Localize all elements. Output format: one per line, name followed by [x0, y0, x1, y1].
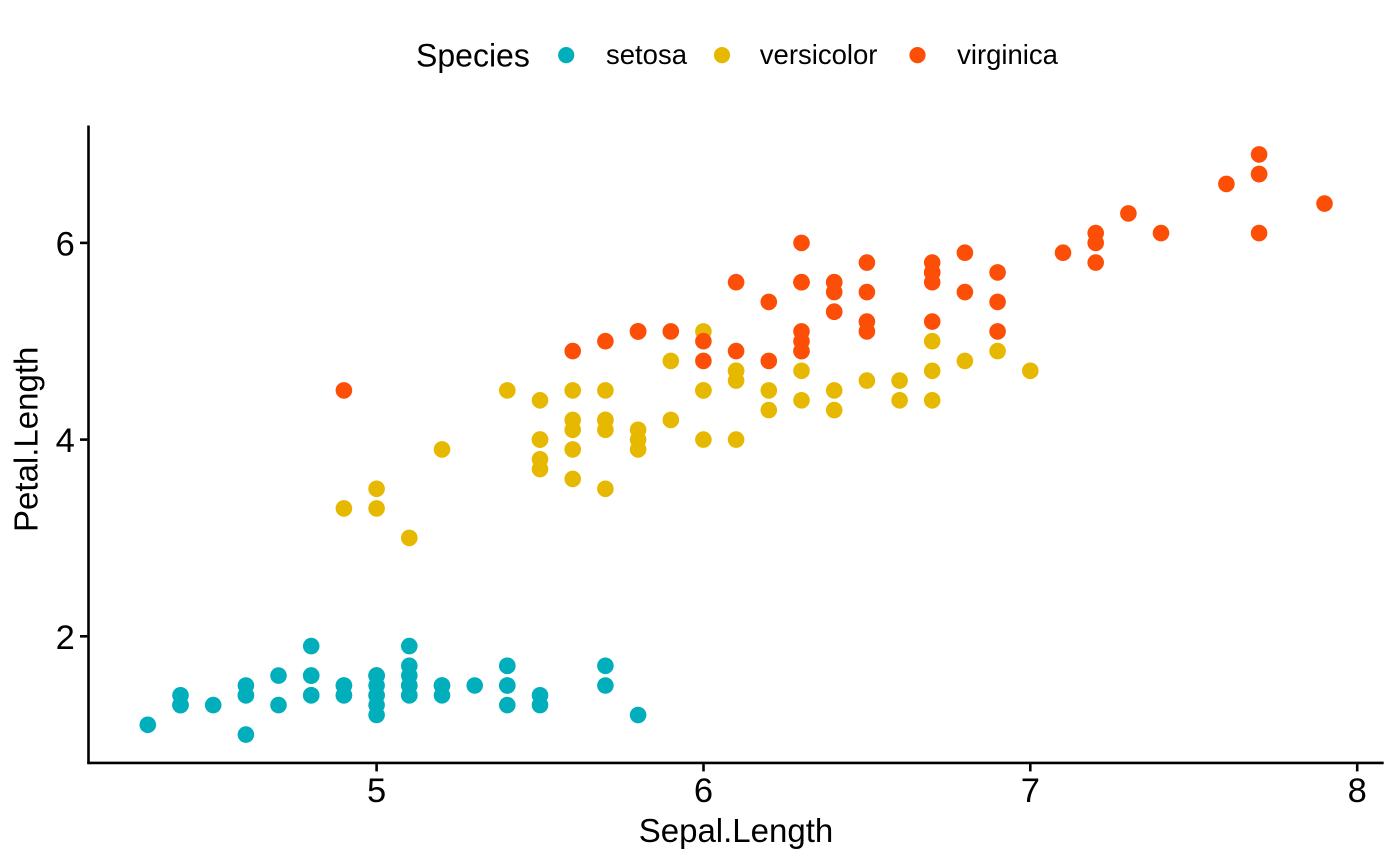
svg-text:6: 6 — [694, 772, 713, 810]
svg-text:7: 7 — [1021, 772, 1040, 810]
svg-text:5: 5 — [367, 772, 386, 810]
svg-text:2: 2 — [56, 619, 75, 657]
svg-text:Sepal.Length: Sepal.Length — [639, 812, 834, 849]
svg-text:6: 6 — [56, 225, 75, 263]
svg-text:versicolor: versicolor — [760, 39, 878, 70]
svg-text:setosa: setosa — [606, 39, 688, 70]
svg-text:Species: Species — [416, 37, 530, 73]
svg-text:virginica: virginica — [957, 39, 1059, 70]
svg-text:4: 4 — [56, 422, 75, 460]
svg-text:8: 8 — [1348, 772, 1367, 810]
svg-text:Petal.Length: Petal.Length — [8, 347, 45, 532]
